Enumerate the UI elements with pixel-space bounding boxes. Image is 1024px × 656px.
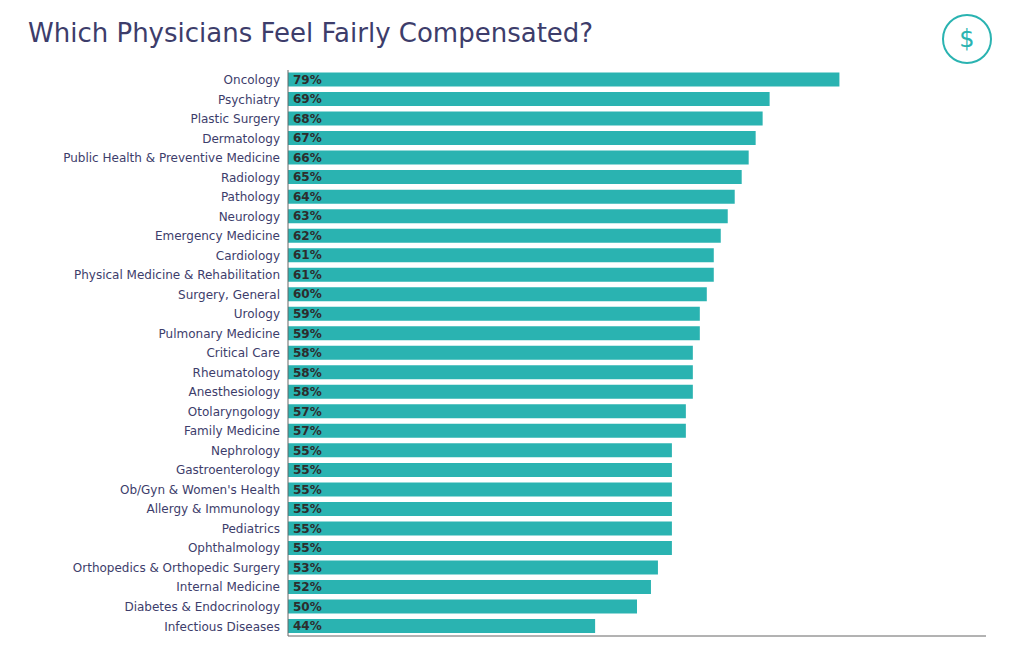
svg-text:62%: 62% [293,229,322,243]
svg-text:67%: 67% [293,131,322,145]
svg-text:Psychiatry: Psychiatry [218,93,280,107]
svg-text:55%: 55% [293,541,322,555]
svg-text:Physical Medicine & Rehabilita: Physical Medicine & Rehabilitation [74,268,280,282]
svg-text:55%: 55% [293,483,322,497]
svg-text:58%: 58% [293,385,322,399]
svg-text:59%: 59% [293,327,322,341]
svg-text:55%: 55% [293,502,322,516]
svg-text:63%: 63% [293,209,322,223]
svg-text:Orthopedics & Orthopedic Surge: Orthopedics & Orthopedic Surgery [73,561,280,575]
svg-text:57%: 57% [293,424,322,438]
svg-text:Plastic Surgery: Plastic Surgery [190,112,280,126]
svg-text:Allergy & Immunology: Allergy & Immunology [146,502,280,516]
svg-text:58%: 58% [293,346,322,360]
svg-text:52%: 52% [293,580,322,594]
svg-text:Rheumatology: Rheumatology [193,366,280,380]
svg-text:Critical Care: Critical Care [206,346,280,360]
svg-text:60%: 60% [293,287,322,301]
svg-text:69%: 69% [293,92,322,106]
svg-text:55%: 55% [293,522,322,536]
svg-text:Neurology: Neurology [219,210,280,224]
svg-text:Urology: Urology [234,307,280,321]
svg-text:79%: 79% [293,73,322,87]
svg-text:Pathology: Pathology [221,190,280,204]
svg-text:Dermatology: Dermatology [202,132,280,146]
svg-text:Radiology: Radiology [221,171,280,185]
svg-text:Gastroenterology: Gastroenterology [176,463,280,477]
svg-text:Ob/Gyn & Women's Health: Ob/Gyn & Women's Health [120,483,280,497]
svg-text:Diabetes & Endocrinology: Diabetes & Endocrinology [124,600,280,614]
svg-text:59%: 59% [293,307,322,321]
svg-text:58%: 58% [293,366,322,380]
svg-text:50%: 50% [293,600,322,614]
svg-text:44%: 44% [293,619,322,633]
svg-text:Anesthesiology: Anesthesiology [189,385,280,399]
svg-text:Cardiology: Cardiology [216,249,280,263]
svg-text:Family Medicine: Family Medicine [184,424,280,438]
svg-text:Nephrology: Nephrology [211,444,280,458]
svg-text:Infectious Diseases: Infectious Diseases [164,620,280,634]
svg-text:66%: 66% [293,151,322,165]
svg-text:61%: 61% [293,248,322,262]
svg-text:65%: 65% [293,170,322,184]
svg-text:Pulmonary Medicine: Pulmonary Medicine [159,327,280,341]
svg-text:Emergency Medicine: Emergency Medicine [155,229,280,243]
svg-text:Surgery, General: Surgery, General [178,288,280,302]
svg-text:55%: 55% [293,463,322,477]
svg-text:Internal Medicine: Internal Medicine [176,580,280,594]
svg-text:57%: 57% [293,405,322,419]
svg-text:61%: 61% [293,268,322,282]
svg-text:Ophthalmology: Ophthalmology [188,541,280,555]
svg-text:Public Health & Preventive Med: Public Health & Preventive Medicine [63,151,280,165]
svg-text:Otolaryngology: Otolaryngology [188,405,280,419]
html-text:Which Physicians Feel Fairly C: Which Physicians Feel Fairly Compensated… [28,18,594,48]
svg-text:Pediatrics: Pediatrics [222,522,280,536]
svg-text:53%: 53% [293,561,322,575]
svg-text:Oncology: Oncology [224,73,280,87]
svg-text:64%: 64% [293,190,322,204]
svg-text:55%: 55% [293,444,322,458]
svg-text:68%: 68% [293,112,322,126]
